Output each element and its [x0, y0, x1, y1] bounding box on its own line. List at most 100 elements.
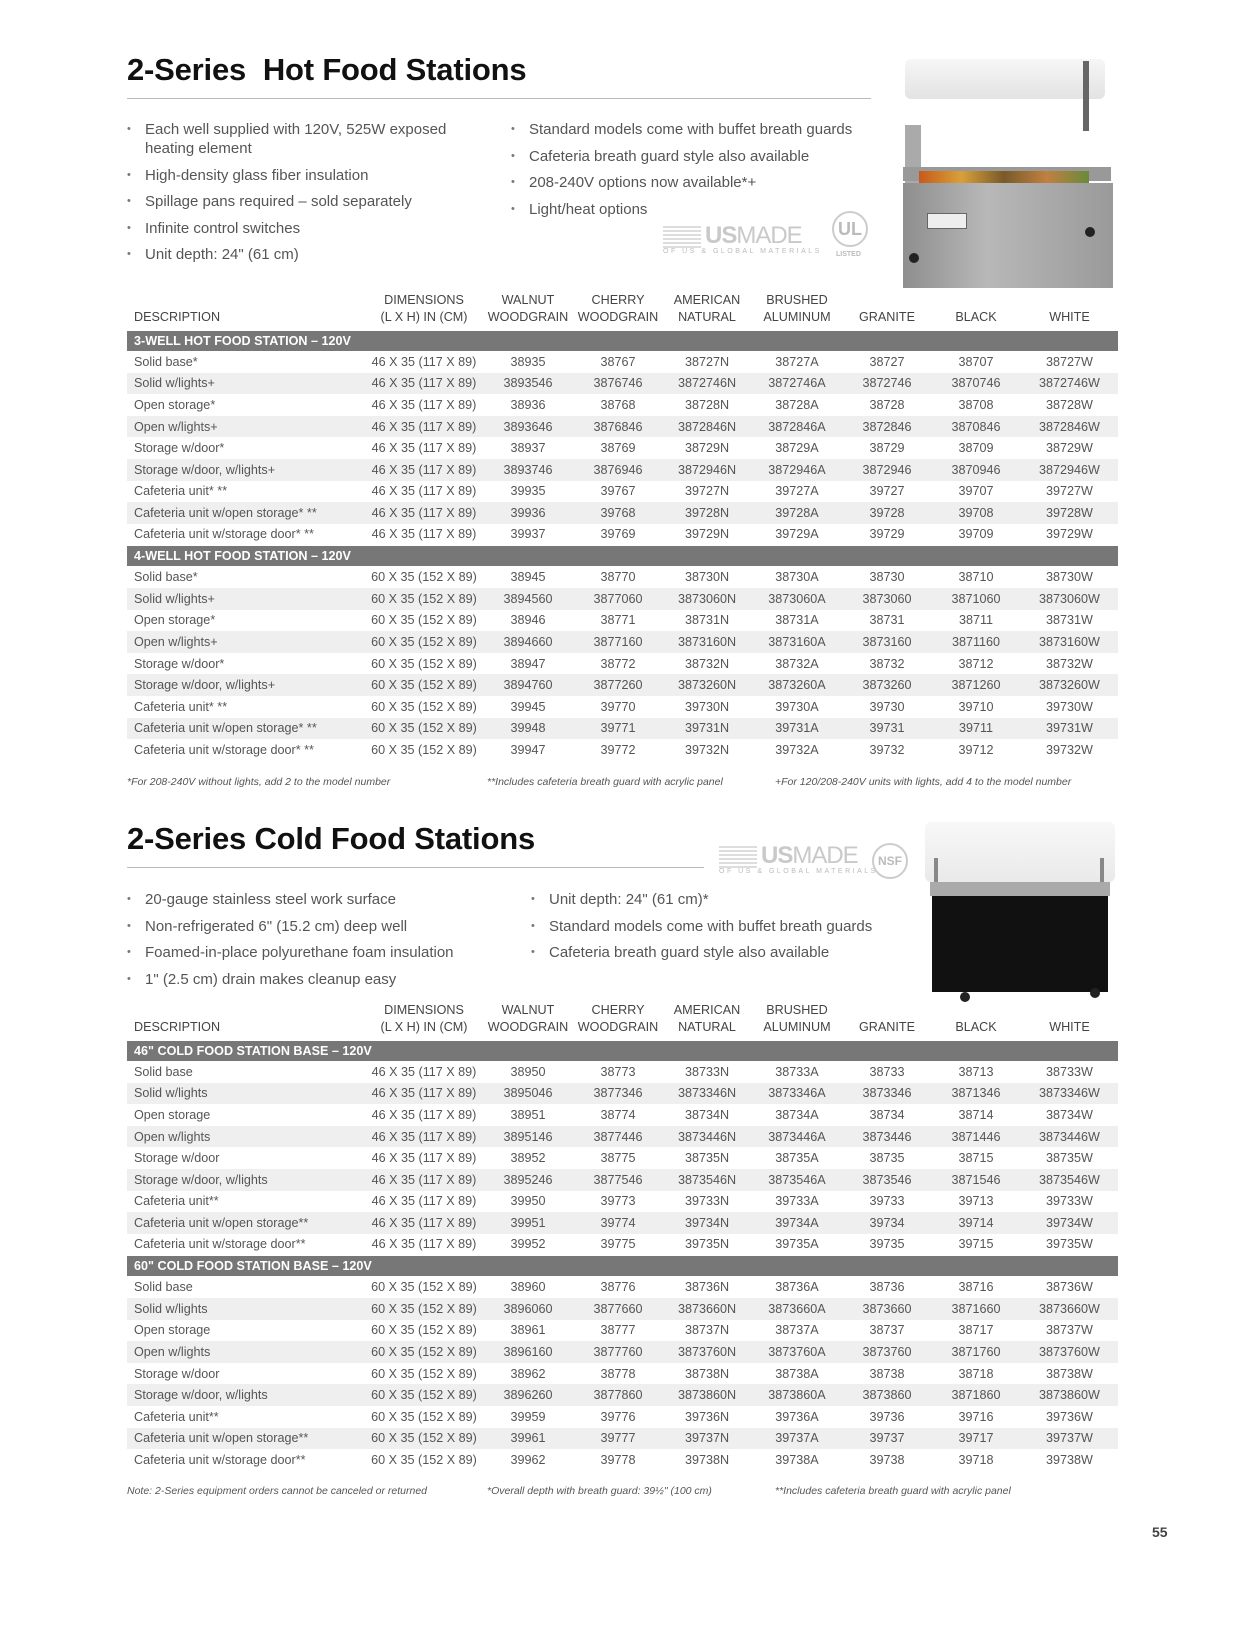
model-number: 38737N — [684, 1323, 730, 1338]
table-row: Solid w/lights 60 X 35 (152 X 89) 3896060 3… — [127, 1297, 1118, 1320]
cold-footnote-1: Note: 2-Series equipment orders cannot b… — [127, 1485, 428, 1497]
row-dimensions: 46 X 35 (117 X 89) — [365, 415, 483, 438]
model-number: 39732N — [684, 742, 730, 757]
row-dimensions: 46 X 35 (117 X 89) — [371, 354, 477, 369]
cold-footnote-2: *Overall depth with breath guard: 39½" (… — [487, 1485, 712, 1497]
row-dimensions: 46 X 35 (117 X 89) — [365, 1212, 483, 1234]
model-number: 3872846A — [751, 415, 843, 438]
model-number: 38773 — [600, 1064, 636, 1079]
row-description: Storage w/door — [134, 1151, 220, 1166]
model-number: 39733 — [869, 1194, 905, 1209]
model-number: 38733 — [869, 1064, 905, 1079]
model-number: 39737 — [843, 1427, 931, 1450]
row-dimensions: 60 X 35 (152 X 89) — [365, 1427, 483, 1450]
model-number: 38738N — [684, 1366, 730, 1381]
model-number: 3872846W — [1021, 415, 1118, 438]
bullet-item: 1" (2.5 cm) drain makes cleanup easy — [127, 970, 507, 989]
model-number: 3873060 — [843, 587, 931, 610]
model-number: 38729W — [1046, 441, 1093, 456]
table-row: Storage w/door 60 X 35 (152 X 89) 38962 387… — [127, 1363, 1118, 1385]
model-number: 39713 — [958, 1194, 994, 1209]
row-description: Storage w/door, w/lights — [127, 1384, 365, 1406]
model-number: 3877060 — [573, 587, 663, 610]
row-dimensions: 46 X 35 (117 X 89) — [371, 1151, 477, 1166]
bullet-item: Spillage pans required – sold separately — [127, 192, 457, 211]
row-dimensions: 60 X 35 (152 X 89) — [365, 587, 483, 610]
row-description: Storage w/door, w/lights — [127, 1168, 365, 1191]
model-number: 3872746A — [751, 372, 843, 395]
model-number: 39731 — [843, 717, 931, 740]
model-number: 3873446N — [663, 1125, 751, 1148]
model-number: 39707 — [958, 484, 994, 499]
model-number: 38961 — [510, 1323, 546, 1338]
model-number: 38736W — [1046, 1280, 1093, 1295]
table-row: Cafeteria unit** 46 X 35 (117 X 89) 39950 3… — [127, 1191, 1118, 1213]
model-number: 39708 — [931, 502, 1021, 524]
model-number: 38950 — [510, 1064, 546, 1079]
table-row: Solid base 60 X 35 (152 X 89) 38960 38776 38… — [127, 1276, 1118, 1298]
table-row: Solid w/lights+ 46 X 35 (117 X 89) 3893546… — [127, 372, 1118, 395]
model-number: 39769 — [600, 527, 636, 542]
model-number: 3873260W — [1021, 674, 1118, 696]
model-number: 3872946W — [1021, 458, 1118, 481]
model-number: 39732 — [869, 742, 905, 757]
hot-food-station-photo — [897, 55, 1119, 288]
model-number: 38733A — [775, 1064, 819, 1079]
model-number: 38709 — [958, 441, 994, 456]
model-number: 38735N — [684, 1151, 730, 1166]
model-number: 3893646 — [483, 415, 573, 438]
bullet-item: Unit depth: 24" (61 cm) — [127, 245, 457, 264]
row-dimensions: 60 X 35 (152 X 89) — [371, 1366, 477, 1381]
model-number: 39710 — [958, 699, 994, 714]
model-number: 3873860N — [663, 1384, 751, 1406]
column-header: AMERICAN NATURAL — [673, 293, 741, 324]
model-number: 39959 — [510, 1409, 546, 1424]
model-number: 3871760 — [931, 1341, 1021, 1363]
model-number: 39767 — [600, 484, 636, 499]
row-dimensions: 46 X 35 (117 X 89) — [365, 1125, 483, 1148]
model-number: 38775 — [600, 1151, 636, 1166]
model-number: 38732W — [1046, 656, 1093, 671]
row-description: Solid base* — [134, 354, 198, 369]
ul-listed-text: LISTED — [836, 251, 861, 258]
model-number: 3873160N — [663, 631, 751, 653]
section-title: 46" COLD FOOD STATION BASE – 120V — [127, 1039, 1118, 1061]
column-header: BLACK — [955, 1019, 997, 1034]
row-description: Cafeteria unit w/storage door** — [134, 1452, 306, 1467]
bullet-item: Cafeteria breath guard style also availa… — [531, 943, 911, 962]
row-description: Open storage* — [134, 397, 216, 412]
model-number: 38729 — [869, 441, 905, 456]
table-row: Open w/lights 46 X 35 (117 X 89) 3895146 38… — [127, 1125, 1118, 1148]
model-number: 39948 — [483, 717, 573, 740]
model-number: 38718 — [958, 1366, 994, 1381]
row-description: Storage w/door* — [134, 441, 225, 456]
model-number: 3877260 — [573, 674, 663, 696]
model-number: 3873546W — [1021, 1168, 1118, 1191]
model-number: 3873546 — [843, 1168, 931, 1191]
model-number: 3873760 — [843, 1341, 931, 1363]
model-number: 3873160 — [843, 631, 931, 653]
model-number: 39730A — [775, 699, 819, 714]
model-number: 3873446W — [1021, 1125, 1118, 1148]
table-row: Cafeteria unit w/open storage** 60 X 35 (… — [127, 1427, 1118, 1450]
model-number: 3871160 — [931, 631, 1021, 653]
model-number: 3896260 — [483, 1384, 573, 1406]
row-dimensions: 46 X 35 (117 X 89) — [371, 1194, 477, 1209]
model-number: 38935 — [510, 354, 546, 369]
table-row: Storage w/door, w/lights 46 X 35 (117 X 8… — [127, 1168, 1118, 1191]
model-number: 39727N — [684, 484, 730, 499]
model-number: 3870746 — [931, 372, 1021, 395]
hot-footnote-3: +For 120/208-240V units with lights, add… — [775, 776, 1072, 788]
model-number: 39775 — [600, 1237, 636, 1252]
model-number: 38731W — [1046, 613, 1093, 628]
model-number: 39776 — [600, 1409, 636, 1424]
model-number: 3871346 — [931, 1082, 1021, 1105]
model-number: 39738N — [684, 1452, 730, 1467]
row-dimensions: 46 X 35 (117 X 89) — [365, 458, 483, 481]
table-row: Cafeteria unit* ** 46 X 35 (117 X 89) 3993… — [127, 481, 1118, 503]
model-number: 38772 — [600, 656, 636, 671]
table-row: Solid base* 46 X 35 (117 X 89) 38935 38767 3… — [127, 351, 1118, 373]
page-number: 55 — [1152, 1524, 1168, 1540]
model-number: 39768 — [573, 502, 663, 524]
row-description: Cafeteria unit w/open storage** — [127, 1212, 365, 1234]
